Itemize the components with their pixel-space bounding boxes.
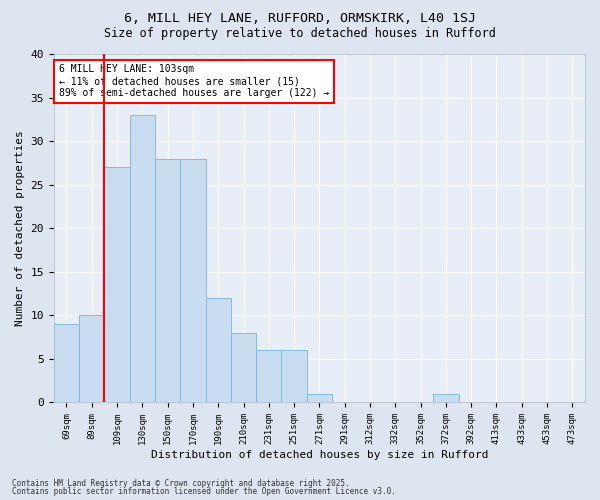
Bar bbox=[54, 324, 79, 402]
Text: 6 MILL HEY LANE: 103sqm
← 11% of detached houses are smaller (15)
89% of semi-de: 6 MILL HEY LANE: 103sqm ← 11% of detache… bbox=[59, 64, 329, 98]
Bar bbox=[231, 333, 256, 402]
X-axis label: Distribution of detached houses by size in Rufford: Distribution of detached houses by size … bbox=[151, 450, 488, 460]
Bar bbox=[79, 316, 104, 402]
Bar bbox=[130, 115, 155, 403]
Text: Size of property relative to detached houses in Rufford: Size of property relative to detached ho… bbox=[104, 28, 496, 40]
Bar bbox=[433, 394, 458, 402]
Bar bbox=[155, 158, 180, 402]
Bar bbox=[307, 394, 332, 402]
Text: 6, MILL HEY LANE, RUFFORD, ORMSKIRK, L40 1SJ: 6, MILL HEY LANE, RUFFORD, ORMSKIRK, L40… bbox=[124, 12, 476, 26]
Bar bbox=[180, 158, 206, 402]
Bar bbox=[256, 350, 281, 403]
Bar bbox=[281, 350, 307, 403]
Bar bbox=[104, 168, 130, 402]
Y-axis label: Number of detached properties: Number of detached properties bbox=[15, 130, 25, 326]
Text: Contains public sector information licensed under the Open Government Licence v3: Contains public sector information licen… bbox=[12, 487, 396, 496]
Bar bbox=[206, 298, 231, 403]
Text: Contains HM Land Registry data © Crown copyright and database right 2025.: Contains HM Land Registry data © Crown c… bbox=[12, 478, 350, 488]
